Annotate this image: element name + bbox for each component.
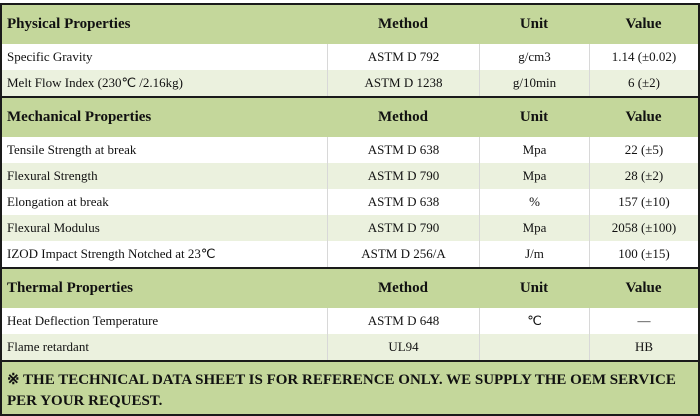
value-cell: HB <box>589 334 698 360</box>
method-cell: ASTM D 638 <box>327 189 479 215</box>
table-row: Elongation at break ASTM D 638% 157 (±10) <box>2 189 698 215</box>
unit-cell <box>479 334 589 360</box>
section-title: Physical Properties <box>7 16 131 32</box>
section-header: Thermal Properties Method Unit Value <box>2 269 698 308</box>
property-name: Heat Deflection Temperature <box>7 313 159 328</box>
method-cell: ASTM D 256/A <box>327 241 479 267</box>
property-name: Tensile Strength at break <box>7 142 137 157</box>
method-cell: ASTM D 638 <box>327 137 479 163</box>
unit-cell: Mpa <box>479 163 589 189</box>
method-cell: UL94 <box>327 334 479 360</box>
value-header: Value <box>625 280 662 296</box>
table-row: IZOD Impact Strength Notched at 23℃ ASTM … <box>2 241 698 267</box>
value-header: Value <box>625 109 662 125</box>
property-name: Elongation at break <box>7 194 109 209</box>
unit-cell: J/m <box>479 241 589 267</box>
method-cell: ASTM D 790 <box>327 163 479 189</box>
section-header: Physical Properties Method Unit Value <box>2 5 698 44</box>
unit-cell: Mpa <box>479 137 589 163</box>
value-cell: 2058 (±100) <box>589 215 698 241</box>
method-cell: ASTM D 790 <box>327 215 479 241</box>
unit-cell: % <box>479 189 589 215</box>
footer-note: ※ THE TECHNICAL DATA SHEET IS FOR REFERE… <box>2 362 698 414</box>
table-row: Tensile Strength at break ASTM D 638 Mpa 22… <box>2 137 698 163</box>
method-cell: ASTM D 792 <box>327 44 479 70</box>
method-header: Method <box>378 280 428 296</box>
value-cell: 28 (±2) <box>589 163 698 189</box>
value-header: Value <box>625 16 662 32</box>
section-header: Mechanical Properties Method Unit Value <box>2 98 698 137</box>
value-cell: — <box>589 308 698 334</box>
property-name: Flame retardant <box>7 339 89 354</box>
table-row: Melt Flow Index (230℃ /2.16kg) ASTM D 123… <box>2 70 698 96</box>
section-thermal-properties: Thermal Properties Method Unit Value Heat De… <box>2 269 698 362</box>
table-row: Flexural Modulus ASTM D 790 Mpa 2058 (±100) <box>2 215 698 241</box>
section-title: Mechanical Properties <box>7 109 152 125</box>
unit-cell: Mpa <box>479 215 589 241</box>
table-row: Flexural Strength ASTM D 790 Mpa 28 (±2) <box>2 163 698 189</box>
table-row: Specific Gravity ASTM D 792 g/cm3 1.14 (±0.… <box>2 44 698 70</box>
unit-header: Unit <box>519 280 549 296</box>
unit-cell: g/cm3 <box>479 44 589 70</box>
method-header: Method <box>378 16 428 32</box>
unit-header: Unit <box>519 109 549 125</box>
property-name: Flexural Strength <box>7 168 98 183</box>
method-cell: ASTM D 1238 <box>327 70 479 96</box>
method-cell: ASTM D 648 <box>327 308 479 334</box>
technical-data-sheet: Physical Properties Method Unit Value Specif… <box>0 3 700 416</box>
section-title: Thermal Properties <box>7 280 133 296</box>
property-name: Specific Gravity <box>7 49 93 64</box>
method-header: Method <box>378 109 428 125</box>
value-cell: 100 (±15) <box>589 241 698 267</box>
value-cell: 157 (±10) <box>589 189 698 215</box>
table-row: Heat Deflection Temperature ASTM D 648 ℃ — <box>2 308 698 334</box>
unit-cell: g/10min <box>479 70 589 96</box>
value-cell: 6 (±2) <box>589 70 698 96</box>
section-mechanical-properties: Mechanical Properties Method Unit Value Tens… <box>2 98 698 269</box>
table-row: Flame retardant UL94 HB <box>2 334 698 360</box>
unit-header: Unit <box>519 16 549 32</box>
value-cell: 1.14 (±0.02) <box>589 44 698 70</box>
unit-cell: ℃ <box>479 308 589 334</box>
property-name: IZOD Impact Strength Notched at 23℃ <box>7 246 216 261</box>
property-name: Melt Flow Index (230℃ /2.16kg) <box>7 75 184 90</box>
value-cell: 22 (±5) <box>589 137 698 163</box>
section-physical-properties: Physical Properties Method Unit Value Specif… <box>2 5 698 98</box>
property-name: Flexural Modulus <box>7 220 100 235</box>
